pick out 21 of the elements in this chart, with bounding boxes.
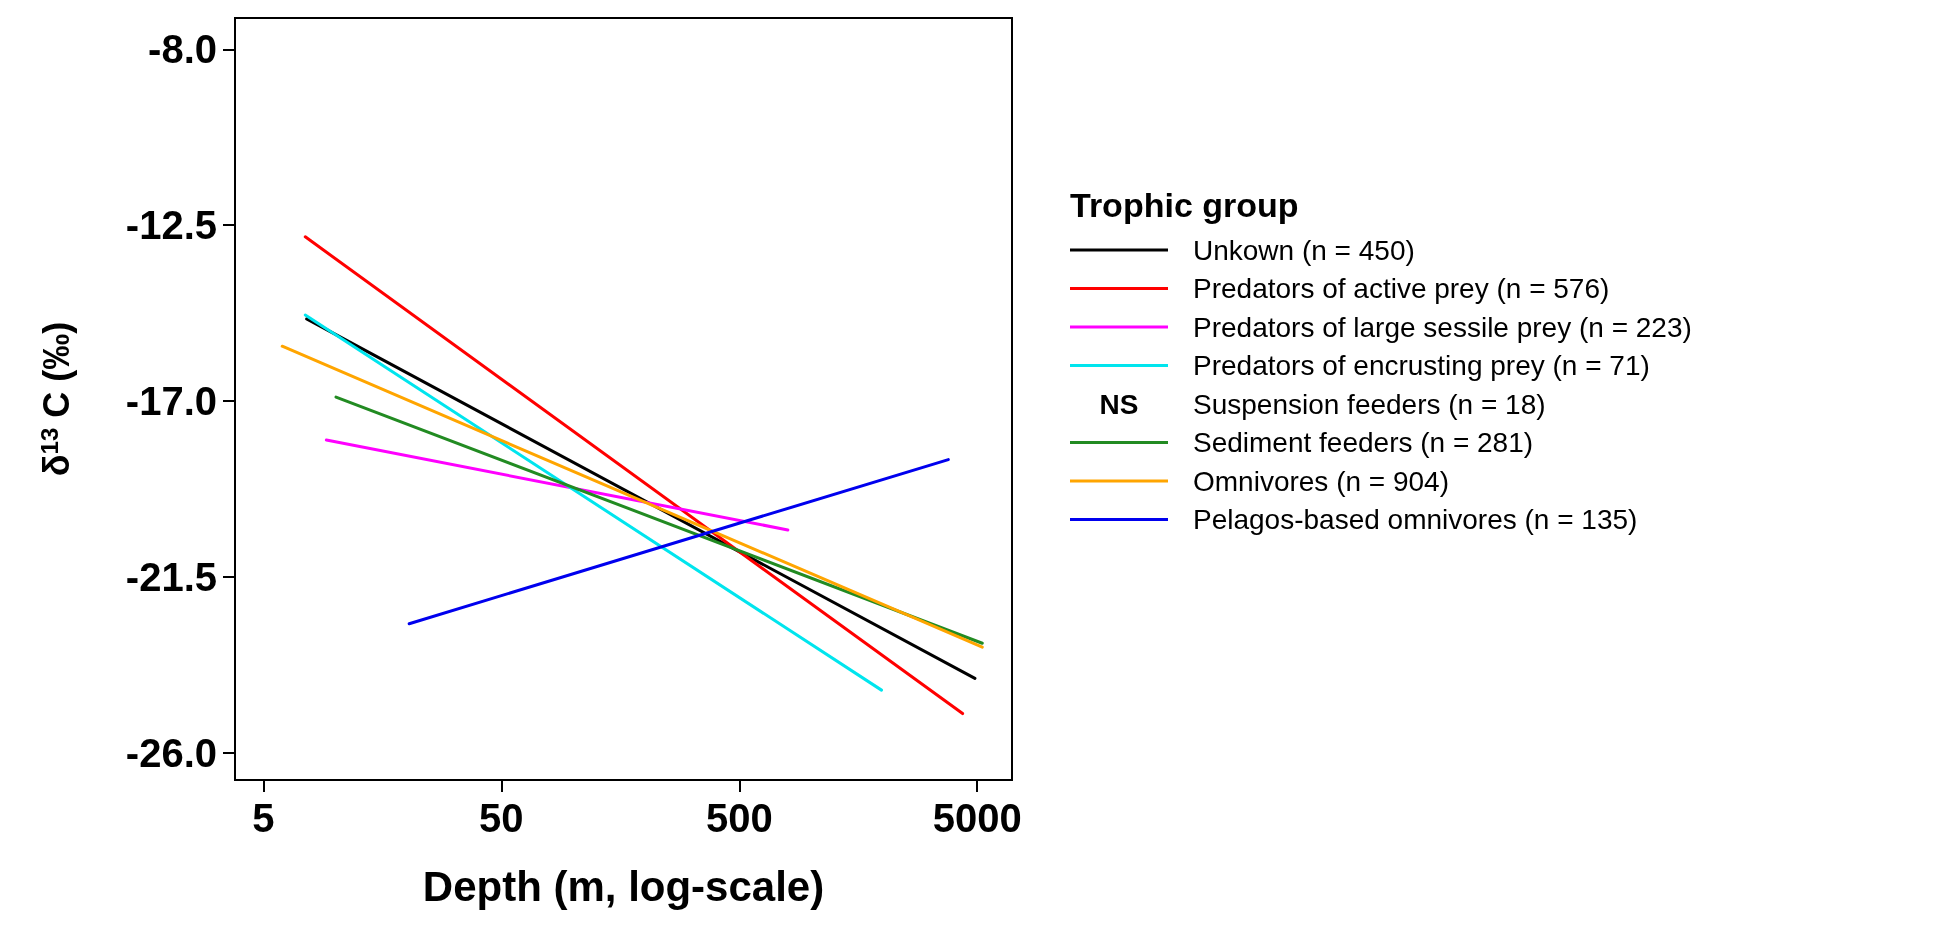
x-tick-label: 5	[252, 796, 275, 840]
legend-label: Predators of encrusting prey (n = 71)	[1193, 350, 1650, 381]
x-tick-label: 50	[479, 796, 524, 840]
y-tick-label: -8.0	[148, 27, 217, 72]
legend-label: Pelagos-based omnivores (n = 135)	[1193, 504, 1638, 535]
legend-label: Sediment feeders (n = 281)	[1193, 427, 1534, 458]
x-tick-label: 500	[705, 796, 773, 840]
legend-label: Predators of active prey (n = 576)	[1193, 273, 1610, 304]
y-axis-title: δ13 C (‰)	[35, 321, 77, 477]
x-tick-label: 5000	[932, 796, 1022, 840]
y-tick-label: -21.5	[125, 554, 217, 599]
y-tick-label: -12.5	[125, 203, 217, 248]
legend-title: Trophic group	[1070, 186, 1299, 224]
y-tick-label: -26.0	[125, 730, 217, 775]
y-tick-label: -17.0	[125, 378, 217, 423]
text: NS	[1099, 388, 1139, 420]
legend-label: Unkown (n = 450)	[1193, 234, 1415, 266]
legend-label: Predators of large sessile prey (n = 223)	[1193, 311, 1692, 343]
x-axis-title: Depth (m, log-scale)	[422, 862, 825, 910]
legend-label: Omnivores (n = 904)	[1193, 465, 1449, 497]
text: Suspension feeders (n = 18)	[1193, 388, 1546, 420]
